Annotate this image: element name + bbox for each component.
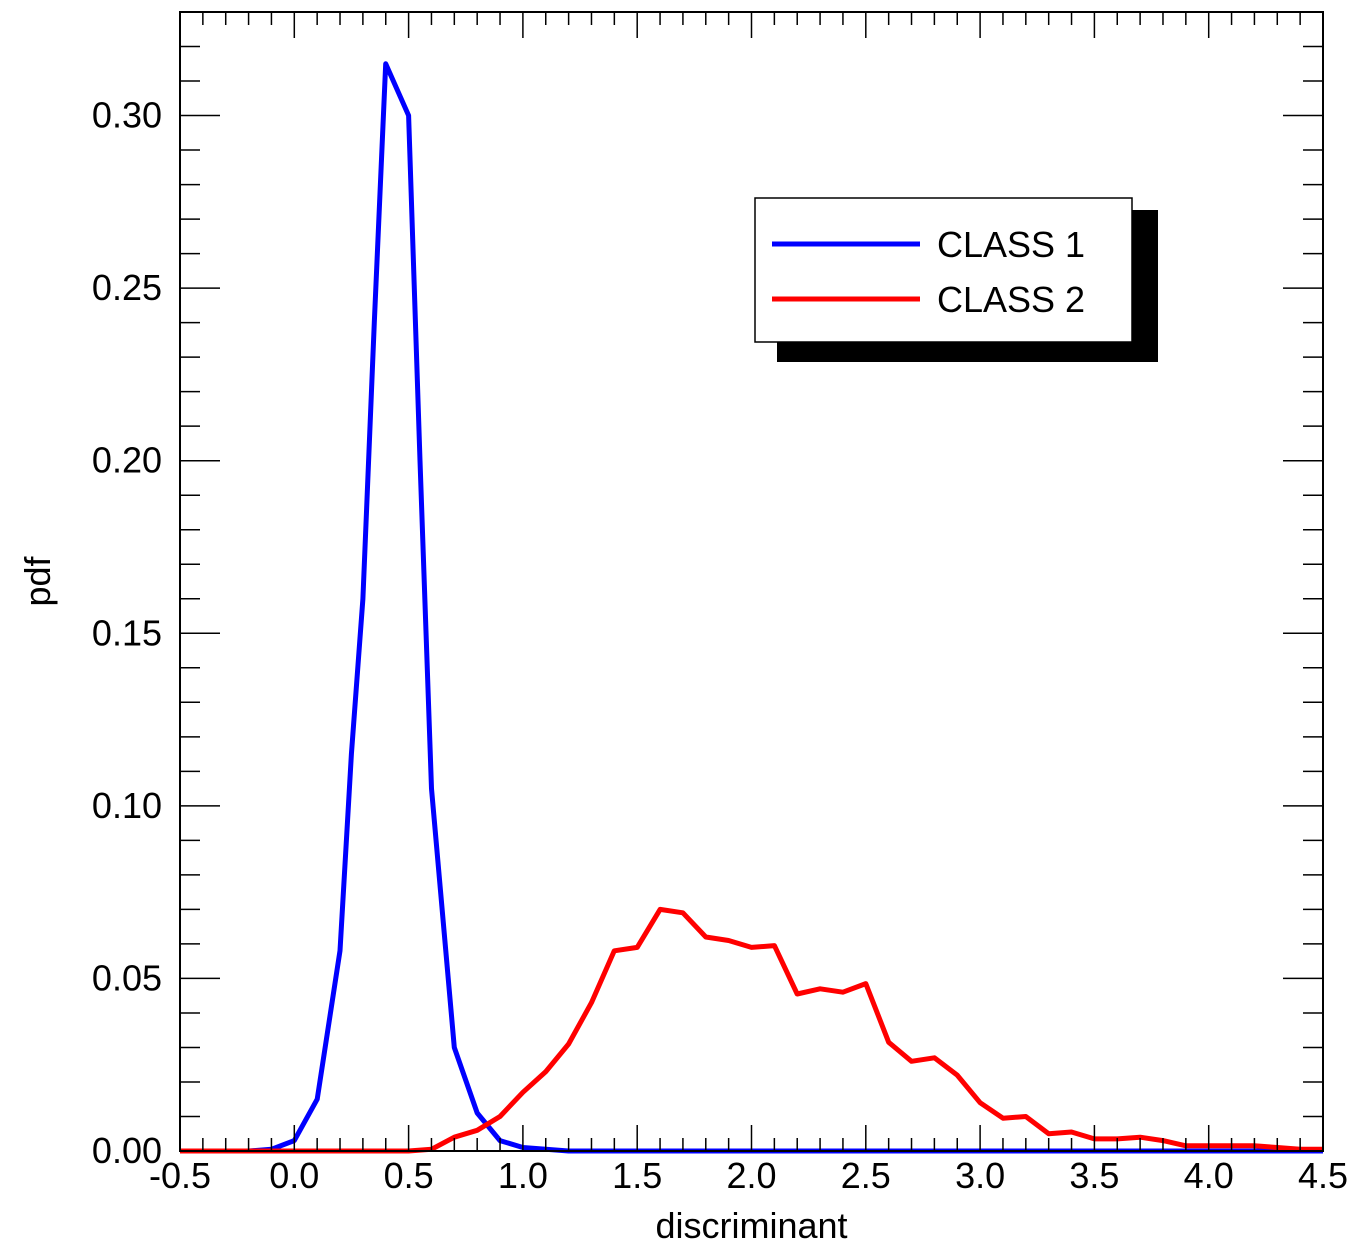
x-tick-label: -0.5 [149,1155,211,1196]
legend-label-class-2: CLASS 2 [937,279,1085,320]
y-tick-label: 0.15 [92,612,162,653]
y-tick-label: 0.25 [92,267,162,308]
ticks [179,11,1324,1152]
legend-label-class-1: CLASS 1 [937,224,1085,265]
x-axis-title: discriminant [655,1205,847,1246]
x-tick-label: 0.0 [269,1155,319,1196]
x-tick-label: 1.5 [612,1155,662,1196]
x-tick-label: 3.0 [955,1155,1005,1196]
x-tick-label: 0.5 [384,1155,434,1196]
y-axis-title: pdf [17,555,58,606]
tick-labels: -0.5 0.0 0.5 1.0 1.5 2.0 2.5 3.0 3.5 4.0 4.5 0.00 0.… [92,95,1348,1196]
x-tick-label: 2.5 [841,1155,891,1196]
x-tick-label: 4.0 [1184,1155,1234,1196]
x-tick-label: 4.5 [1298,1155,1348,1196]
legend-box [754,197,1133,343]
x-tick-label: 2.0 [726,1155,776,1196]
x-tick-label: 3.5 [1069,1155,1119,1196]
y-tick-label: 0.30 [92,95,162,136]
y-tick-label: 0.20 [92,440,162,481]
y-tick-label: 0.00 [92,1130,162,1171]
y-tick-label: 0.05 [92,957,162,998]
legend: CLASS 1 CLASS 2 [754,197,1158,362]
x-tick-label: 1.0 [498,1155,548,1196]
y-tick-label: 0.10 [92,785,162,826]
